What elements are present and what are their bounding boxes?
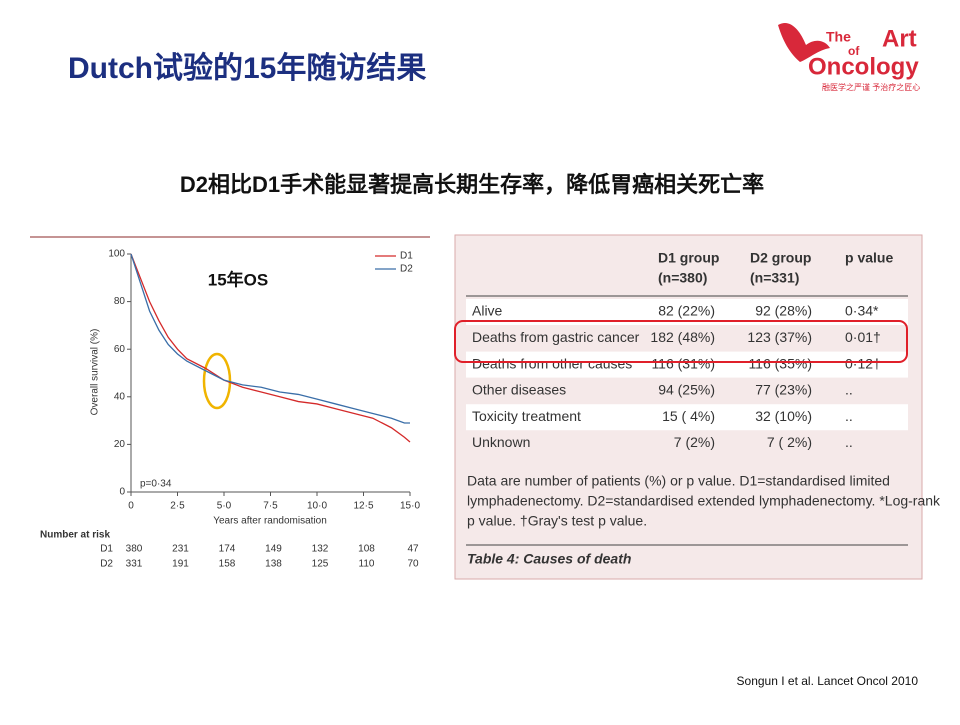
slide-subtitle: D2相比D1手术能显著提高长期生存率，降低胃癌相关死亡率 — [180, 172, 764, 197]
table-row-band — [466, 404, 908, 431]
table-cell: 116 (31%) — [651, 355, 715, 371]
risk-row-label: D2 — [100, 559, 113, 570]
table-cell: Deaths from gastric cancer — [472, 329, 640, 345]
y-tick-label: 80 — [114, 296, 126, 307]
table-header: p value — [845, 250, 893, 266]
risk-row-label: D1 — [100, 544, 113, 555]
table-cell: 182 (48%) — [650, 329, 715, 345]
risk-value: 70 — [407, 559, 419, 570]
y-tick-label: 40 — [114, 391, 126, 402]
table-cell: .. — [845, 382, 853, 398]
risk-value: 138 — [265, 559, 282, 570]
table-cell: .. — [845, 434, 853, 450]
slide-title: Dutch试验的15年随访结果 — [68, 51, 426, 85]
table-cell: .. — [845, 408, 853, 424]
x-tick-label: 7·5 — [263, 501, 278, 512]
table-caption: Table 4: Causes of death — [467, 551, 631, 567]
highlight-box — [454, 320, 908, 363]
x-tick-label: 10·0 — [307, 501, 327, 512]
risk-table-title: Number at risk — [40, 530, 110, 541]
table-footnote: Data are number of patients (%) or p val… — [467, 473, 890, 489]
table-cell: 82 (22%) — [658, 303, 715, 319]
y-tick-label: 60 — [114, 344, 126, 355]
table-cell: 0·12† — [845, 355, 881, 371]
table-cell: Deaths from other causes — [472, 355, 632, 371]
risk-value: 47 — [407, 544, 419, 555]
table-cell: Alive — [472, 303, 503, 319]
risk-value: 108 — [358, 544, 375, 555]
x-tick-label: 5·0 — [217, 501, 232, 512]
logo: The Art of Oncology 融医学之严谨 予治疗之匠心 — [778, 22, 920, 92]
table-header: D1 group — [658, 250, 719, 266]
table-cell: Toxicity treatment — [472, 408, 581, 424]
table-footnote: p value. †Gray's test p value. — [467, 513, 647, 529]
table-cell: 123 (37%) — [747, 329, 812, 345]
table-header: (n=331) — [750, 270, 799, 286]
table-cell: 116 (35%) — [748, 355, 812, 371]
risk-value: 149 — [265, 544, 282, 555]
x-tick-label: 15·0 — [400, 501, 420, 512]
survival-curve — [130, 253, 410, 424]
annotation: 15年OS — [208, 269, 268, 289]
x-tick-label: 2·5 — [170, 501, 185, 512]
table-footnote: lymphadenectomy. D2=standardised extende… — [467, 493, 941, 509]
y-tick-label: 0 — [119, 487, 125, 498]
risk-value: 110 — [359, 559, 375, 570]
y-axis-label: Overall survival (%) — [90, 329, 101, 416]
risk-value: 380 — [126, 544, 143, 555]
y-tick-label: 20 — [114, 439, 126, 450]
logo-text: Oncology — [808, 53, 919, 80]
survival-curve — [130, 253, 411, 443]
risk-value: 158 — [219, 559, 236, 570]
x-tick-label: 12·5 — [353, 501, 373, 512]
logo-text: Art — [882, 25, 917, 52]
table-cell: Other diseases — [472, 382, 566, 398]
table-cell: 32 (10%) — [755, 408, 812, 424]
logo-tagline: 融医学之严谨 予治疗之匠心 — [822, 82, 920, 92]
risk-value: 331 — [126, 559, 143, 570]
logo-bird — [778, 22, 830, 62]
legend-label: D1 — [400, 251, 413, 262]
table-cell: Unknown — [472, 434, 530, 450]
logo-text: of — [848, 44, 860, 58]
table-cell: 94 (25%) — [658, 382, 715, 398]
risk-value: 191 — [172, 559, 189, 570]
table-cell: 0·01† — [845, 329, 881, 345]
table-header: D2 group — [750, 250, 811, 266]
table-cell: 92 (28%) — [755, 303, 812, 319]
risk-value: 132 — [312, 544, 329, 555]
table-row-band — [466, 351, 908, 378]
legend-label: D2 — [400, 264, 413, 275]
citation: Songun I et al. Lancet Oncol 2010 — [737, 674, 919, 688]
table-cell: 15 ( 4%) — [662, 408, 715, 424]
p-value-annotation: p=0·34 — [140, 479, 172, 490]
risk-value: 174 — [219, 544, 236, 555]
risk-value: 125 — [312, 559, 329, 570]
x-axis-label: Years after randomisation — [213, 516, 327, 527]
logo-text: The — [826, 29, 851, 45]
table-cell: 7 (2%) — [674, 434, 715, 450]
table-cell: 0·34* — [845, 303, 879, 319]
table-header: (n=380) — [658, 270, 707, 286]
y-tick-label: 100 — [108, 249, 125, 260]
risk-value: 231 — [172, 544, 189, 555]
table-cell: 7 ( 2%) — [767, 434, 812, 450]
highlight-ellipse — [202, 352, 232, 410]
table-cell: 77 (23%) — [755, 382, 812, 398]
x-tick-label: 0 — [128, 501, 134, 512]
